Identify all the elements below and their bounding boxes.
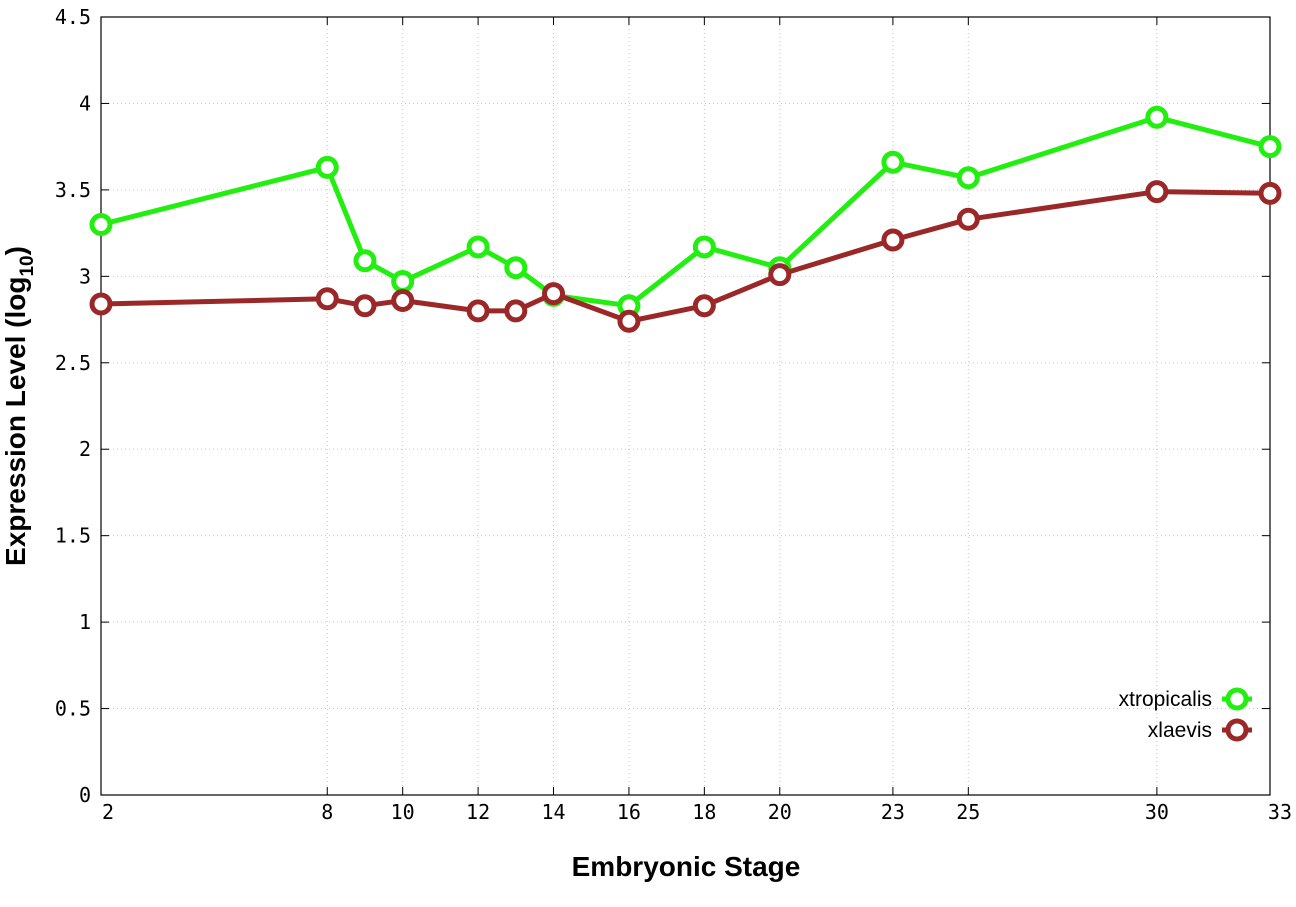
x-tick-label: 25 xyxy=(956,800,980,824)
y-axis-title-subscript: 10 xyxy=(17,255,38,276)
data-point-xtropicalis xyxy=(956,166,980,190)
x-tick-label: 33 xyxy=(1268,800,1292,824)
data-point-xtropicalis xyxy=(391,270,415,294)
data-point-xlaevis xyxy=(617,309,641,333)
y-tick-label: 2.5 xyxy=(55,351,91,375)
data-point-xlaevis xyxy=(315,287,339,311)
data-point-xlaevis xyxy=(542,282,566,306)
data-point-xtropicalis xyxy=(315,155,339,179)
x-tick-label: 14 xyxy=(541,800,565,824)
data-point-xlaevis xyxy=(768,263,792,287)
data-point-xtropicalis xyxy=(504,256,528,280)
plot-frame xyxy=(100,16,1271,796)
y-tick-label: 1 xyxy=(79,610,91,634)
data-point-xlaevis xyxy=(89,292,113,316)
data-point-xtropicalis xyxy=(881,150,905,174)
data-point-xtropicalis xyxy=(1258,135,1282,159)
legend-marker-xlaevis xyxy=(1225,718,1249,742)
series-line-xtropicalis xyxy=(100,114,1271,309)
x-tick-label: 8 xyxy=(321,800,333,824)
data-point-xlaevis xyxy=(1258,181,1282,205)
x-tick-label: 16 xyxy=(617,800,641,824)
y-tick-label: 4 xyxy=(79,91,91,115)
legend-label-xlaevis: xlaevis xyxy=(1148,719,1212,742)
data-point-xlaevis xyxy=(881,228,905,252)
y-tick-label: 2 xyxy=(79,437,91,461)
legend-marker-xtropicalis xyxy=(1225,687,1249,711)
data-point-xtropicalis xyxy=(1145,105,1169,129)
x-tick-label: 23 xyxy=(881,800,905,824)
data-point-xlaevis xyxy=(466,299,490,323)
series xyxy=(89,105,1282,333)
legend: xtropicalis xlaevis xyxy=(1119,687,1252,742)
y-tick-label: 1.5 xyxy=(55,524,91,548)
y-axis-title: Expression Level (log10) xyxy=(0,246,38,566)
y-tick-label: 0 xyxy=(79,783,91,807)
y-axis-title-close: ) xyxy=(0,246,31,255)
legend-label-xtropicalis: xtropicalis xyxy=(1119,688,1212,711)
data-point-xlaevis xyxy=(1145,180,1169,204)
y-axis-title-main: Expression Level (log xyxy=(0,277,31,566)
data-point-xlaevis xyxy=(504,299,528,323)
y-tick-label: 4.5 xyxy=(55,5,91,29)
x-tick-label: 20 xyxy=(768,800,792,824)
data-point-xlaevis xyxy=(956,207,980,231)
series-line-xlaevis xyxy=(100,189,1271,324)
data-point-xlaevis xyxy=(692,294,716,318)
y-tick-label: 3.5 xyxy=(55,178,91,202)
y-tick-label: 3 xyxy=(79,264,91,288)
x-tick-label: 2 xyxy=(102,800,114,824)
x-tick-label: 30 xyxy=(1145,800,1169,824)
grid xyxy=(101,17,1270,795)
x-axis-ticks: 2 8 10 12 14 16 18 20 23 25 30 33 xyxy=(100,17,1292,824)
data-point-xtropicalis xyxy=(692,235,716,259)
x-tick-label: 12 xyxy=(466,800,490,824)
data-point-xtropicalis xyxy=(466,235,490,259)
x-tick-label: 10 xyxy=(391,800,415,824)
data-point-xlaevis xyxy=(353,294,377,318)
x-tick-label: 18 xyxy=(692,800,716,824)
data-point-xlaevis xyxy=(391,289,415,313)
y-tick-label: 0.5 xyxy=(55,697,91,721)
y-axis-ticks: 0 0.5 1 1.5 2 2.5 3 3.5 4 4.5 xyxy=(55,5,1270,807)
data-point-xtropicalis xyxy=(89,212,113,236)
x-axis-title: Embryonic Stage xyxy=(572,851,801,882)
data-point-xtropicalis xyxy=(353,249,377,273)
